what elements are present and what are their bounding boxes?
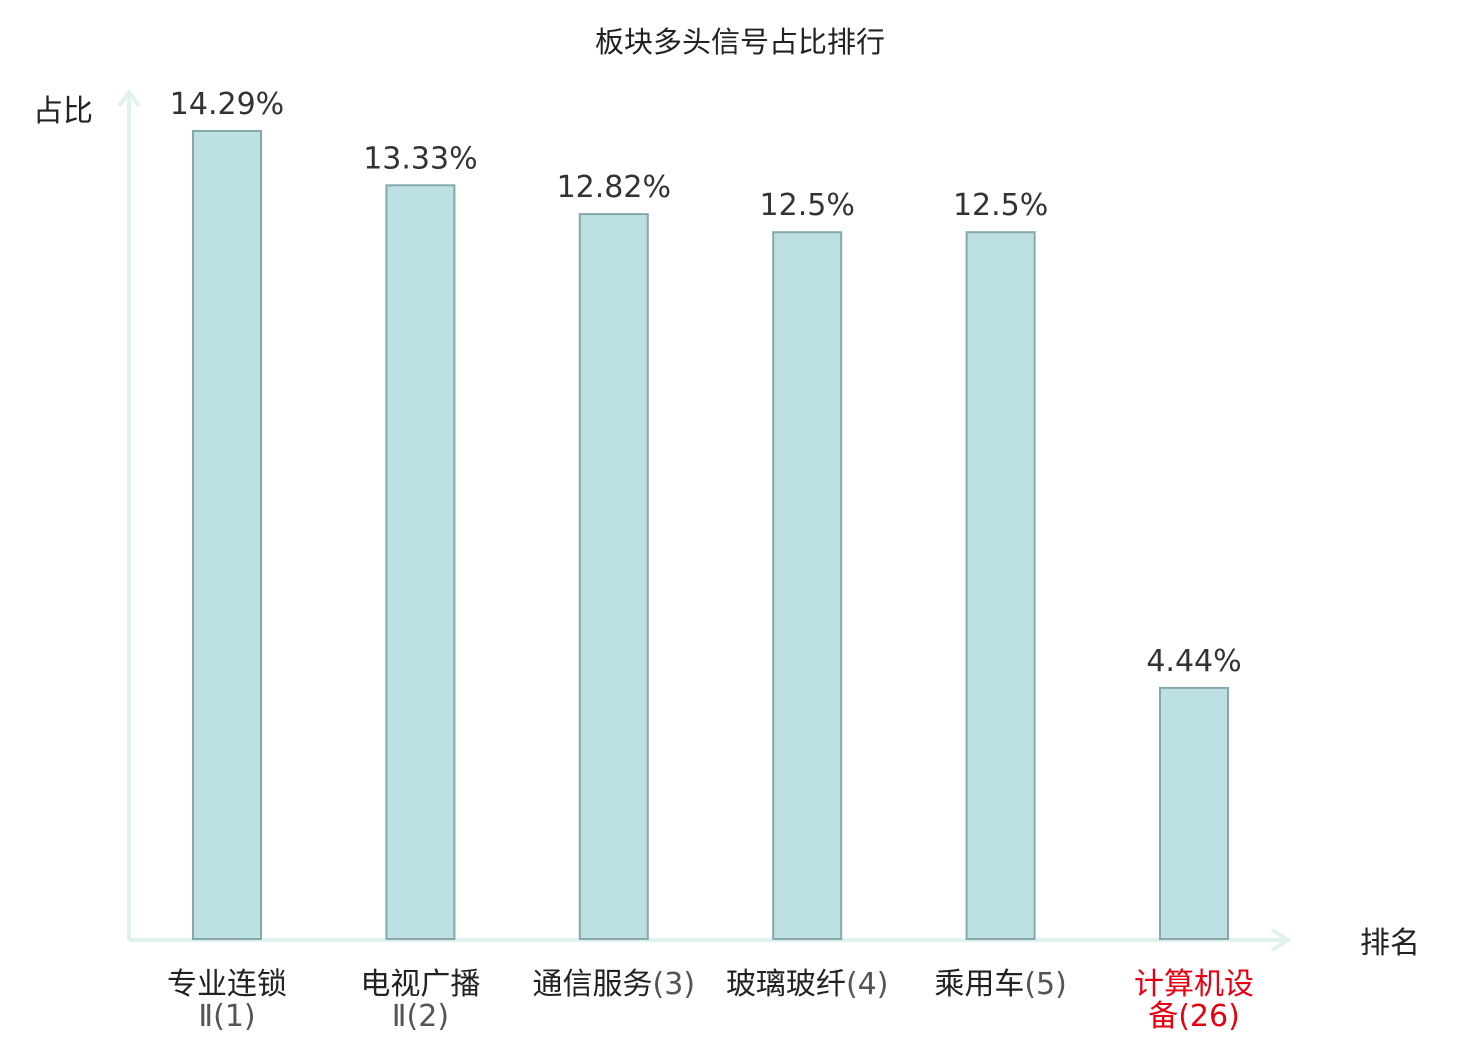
value-labels-group: 14.29% 13.33% 12.82% 12.5% 12.5% 4.44% xyxy=(170,87,1242,679)
category-label-5: 乘用车(5) xyxy=(934,967,1067,1002)
value-label-1: 14.29% xyxy=(170,87,284,122)
category-label-4: 玻璃玻纤(4) xyxy=(726,967,889,1002)
category-rank-1: Ⅱ(1) xyxy=(198,999,255,1034)
category-label-6: 计算机设备(26) xyxy=(1134,967,1254,1034)
bar-1 xyxy=(192,130,262,940)
y-axis-arrow xyxy=(117,88,141,108)
category-rank-2: Ⅱ(2) xyxy=(392,999,449,1034)
category-label-3: 通信服务(3) xyxy=(533,967,696,1002)
bar-2 xyxy=(385,184,456,941)
value-label-2: 13.33% xyxy=(363,141,477,176)
bar-6 xyxy=(1159,686,1229,941)
value-label-3: 12.82% xyxy=(557,170,671,205)
y-axis-label: 占比 xyxy=(33,94,93,129)
category-rank-6: 备(26) xyxy=(1148,999,1240,1034)
value-label-4: 12.5% xyxy=(760,188,855,223)
category-name-3: 通信服务 xyxy=(533,967,653,1002)
x-axis-label: 排名 xyxy=(1360,926,1420,961)
category-label-1: 专业连锁 Ⅱ(1) xyxy=(167,967,287,1034)
bars-group xyxy=(192,130,1229,941)
x-axis-arrow xyxy=(1270,928,1292,952)
category-label-2: 电视广播 Ⅱ(2) xyxy=(360,967,480,1034)
bar-3 xyxy=(578,213,649,941)
category-name-1: 专业连锁 xyxy=(167,967,287,1002)
category-name-2: 电视广播 xyxy=(360,967,480,1002)
category-rank-4: (4) xyxy=(846,967,889,1002)
chart-title: 板块多头信号占比排行 xyxy=(595,25,885,59)
bar-5 xyxy=(965,231,1036,940)
bar-4 xyxy=(772,231,843,940)
category-rank-3: (3) xyxy=(653,967,696,1002)
value-label-6: 4.44% xyxy=(1146,644,1241,679)
category-rank-5: (5) xyxy=(1024,967,1067,1002)
category-name-4: 玻璃玻纤 xyxy=(726,967,846,1002)
value-label-5: 12.5% xyxy=(953,188,1048,223)
category-labels-group: 专业连锁 Ⅱ(1) 电视广播 Ⅱ(2) 通信服务(3) 玻璃玻纤(4) 乘用车(5) 计算机设… xyxy=(167,967,1254,1034)
category-name-5: 乘用车 xyxy=(934,967,1024,1002)
category-name-6: 计算机设 xyxy=(1134,967,1254,1002)
